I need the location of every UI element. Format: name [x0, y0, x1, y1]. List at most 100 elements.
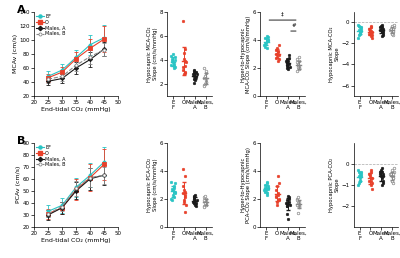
Point — [172, 55, 178, 60]
Point — [202, 194, 208, 198]
Point — [296, 205, 302, 209]
Point — [182, 71, 188, 75]
Point — [390, 23, 397, 27]
Point — [295, 201, 302, 205]
Point — [296, 66, 302, 70]
Point — [284, 216, 291, 221]
Point — [265, 184, 271, 188]
Point — [355, 23, 361, 27]
Point — [262, 42, 268, 46]
Point — [296, 67, 302, 71]
Point — [182, 190, 188, 194]
Point — [181, 57, 187, 61]
Text: ‡: ‡ — [281, 12, 284, 17]
Point — [294, 69, 300, 73]
Point — [201, 83, 208, 87]
Point — [388, 26, 395, 30]
Point — [356, 33, 362, 37]
Point — [284, 58, 291, 62]
Point — [366, 174, 373, 179]
Point — [172, 191, 178, 195]
Point — [355, 24, 362, 28]
Point — [390, 170, 397, 174]
Point — [296, 200, 302, 204]
Point — [201, 84, 207, 88]
Text: A: A — [17, 5, 26, 15]
Point — [387, 172, 393, 176]
Point — [387, 28, 393, 32]
Point — [377, 28, 384, 32]
Point — [170, 192, 177, 197]
Point — [284, 66, 290, 70]
Point — [295, 63, 301, 67]
Point — [284, 67, 291, 71]
Point — [182, 64, 188, 68]
Point — [357, 29, 364, 33]
Point — [368, 36, 375, 40]
Point — [357, 174, 364, 179]
Point — [358, 170, 364, 174]
Point — [388, 172, 395, 176]
Point — [294, 197, 300, 201]
Point — [171, 186, 177, 190]
Point — [368, 183, 374, 187]
Point — [379, 176, 385, 181]
Point — [283, 201, 290, 205]
Point — [180, 19, 186, 23]
Point — [356, 179, 363, 183]
Point — [171, 184, 177, 188]
Point — [193, 70, 199, 74]
Point — [274, 203, 281, 207]
Point — [286, 53, 292, 57]
Point — [262, 190, 268, 194]
Point — [168, 54, 174, 58]
Point — [180, 191, 186, 195]
Point — [274, 184, 280, 188]
Point — [262, 183, 268, 187]
Point — [264, 181, 270, 186]
Point — [294, 211, 301, 215]
Point — [380, 181, 386, 185]
Point — [262, 36, 268, 41]
Y-axis label: PCAv (cm/s): PCAv (cm/s) — [16, 166, 22, 204]
Point — [182, 203, 189, 207]
Point — [377, 172, 384, 176]
Point — [201, 66, 207, 70]
Point — [276, 43, 282, 47]
Point — [192, 203, 199, 207]
Point — [356, 176, 363, 181]
Point — [265, 186, 271, 190]
Point — [286, 195, 292, 199]
Point — [202, 203, 209, 207]
Point — [202, 197, 209, 201]
Point — [182, 195, 188, 199]
Point — [168, 63, 174, 67]
Point — [294, 60, 301, 64]
Point — [357, 179, 363, 183]
Point — [283, 59, 290, 63]
Point — [378, 183, 385, 187]
Point — [356, 32, 363, 36]
Point — [190, 200, 196, 204]
Point — [294, 198, 301, 202]
Point — [263, 41, 269, 45]
Point — [390, 29, 396, 33]
Point — [390, 176, 396, 181]
Point — [273, 188, 279, 192]
Point — [380, 33, 386, 37]
Point — [264, 180, 270, 184]
Point — [191, 74, 197, 78]
Point — [368, 168, 374, 172]
Point — [181, 198, 187, 202]
Point — [273, 47, 279, 52]
Point — [380, 31, 386, 35]
Point — [285, 194, 291, 198]
Point — [390, 30, 396, 34]
Point — [284, 198, 290, 202]
Point — [275, 50, 281, 54]
Point — [276, 53, 282, 57]
Point — [181, 51, 187, 55]
Point — [182, 47, 189, 51]
Point — [379, 25, 385, 29]
Point — [202, 74, 208, 78]
